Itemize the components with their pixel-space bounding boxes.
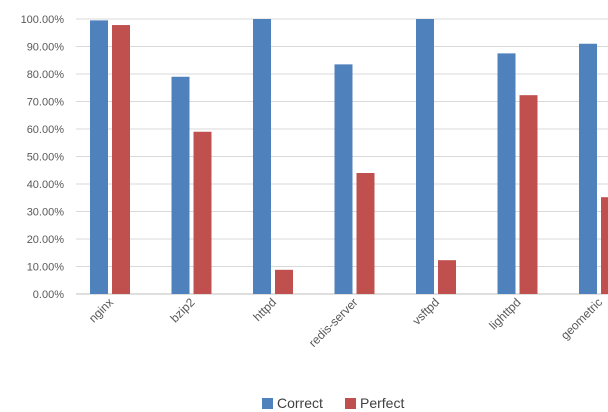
bar-perfect-vsftpd (438, 260, 456, 294)
bar-correct-bzip2 (171, 76, 190, 294)
x-tick-label: redis-server (306, 295, 361, 350)
y-tick-label: 30.00% (27, 207, 65, 219)
x-tick-label: geometric (558, 295, 605, 342)
y-tick-label: 70.00% (27, 97, 65, 109)
y-axis: 0.00% 10.00% 20.00% 30.00% 40.00% 50.00% 60.00… (21, 14, 65, 301)
legend-label: Perfect (360, 395, 404, 411)
x-tick-label: httpd (250, 295, 279, 324)
x-tick-label: lighttpd (486, 295, 523, 332)
bar-correct-lighttpd (497, 53, 516, 294)
legend-entry-perfect: Perfect (345, 395, 404, 411)
bar-correct-geometric (579, 43, 597, 294)
x-tick-label: nginx (86, 295, 116, 325)
bar-correct-nginx (90, 20, 108, 294)
bar-correct-vsftpd (416, 19, 434, 294)
legend: Correct Perfect (262, 395, 404, 411)
y-tick-label: 0.00% (33, 289, 64, 301)
y-tick-label: 100.00% (21, 14, 65, 26)
legend-swatch (262, 398, 273, 409)
y-tick-label: 40.00% (27, 179, 65, 191)
bar-correct-redis-server (334, 64, 353, 294)
y-tick-label: 20.00% (27, 234, 65, 246)
bar-perfect-bzip2 (193, 131, 212, 294)
bar-perfect-geometric (601, 197, 608, 294)
bar-correct-httpd (253, 19, 271, 294)
bar-perfect-lighttpd (519, 95, 538, 294)
x-tick-label: bzip2 (167, 295, 197, 325)
y-tick-label: 10.00% (27, 262, 65, 274)
bar-perfect-nginx (112, 25, 130, 295)
bar-perfect-redis-server (356, 173, 375, 294)
y-tick-label: 50.00% (27, 152, 65, 164)
legend-entry-correct: Correct (262, 395, 323, 411)
legend-swatch (345, 398, 356, 409)
y-tick-label: 90.00% (27, 42, 65, 54)
x-tick-label: vsftpd (410, 295, 443, 328)
y-tick-label: 60.00% (27, 124, 65, 136)
bar-perfect-httpd (275, 269, 293, 294)
legend-label: Correct (277, 395, 323, 411)
y-tick-label: 80.00% (27, 69, 65, 81)
x-axis: nginx bzip2 httpd redis-server vsftpd lighttp… (86, 295, 605, 350)
bars (90, 19, 608, 295)
